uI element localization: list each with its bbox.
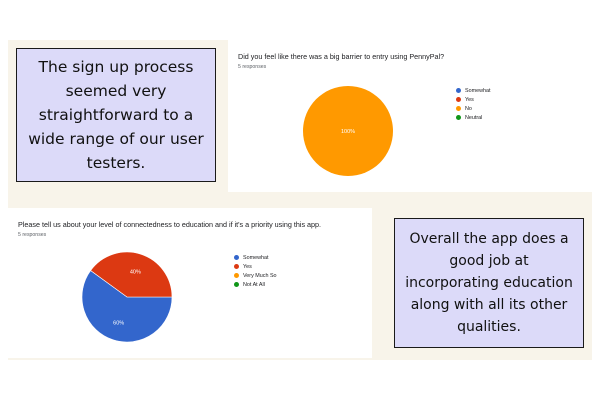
chart2-legend-item: Yes bbox=[234, 262, 277, 271]
survey-card-education bbox=[8, 208, 372, 358]
chart1-subtitle: 5 responses bbox=[238, 64, 267, 70]
chart2-legend-item: Not At All bbox=[234, 280, 277, 289]
chart1-pie: 100% bbox=[303, 86, 393, 176]
chart2-legend-item: Very Much So bbox=[234, 271, 277, 280]
chart2-title: Please tell us about your level of conne… bbox=[18, 220, 322, 229]
note-signup-text: The sign up process seemed very straight… bbox=[28, 58, 204, 172]
chart2-legend-label: Yes bbox=[243, 263, 252, 270]
chart1-legend-swatch bbox=[456, 106, 461, 111]
chart1-legend-item: Yes bbox=[456, 95, 490, 104]
chart2-legend-swatch bbox=[234, 255, 239, 260]
chart2-legend-label: Somewhat bbox=[243, 254, 269, 261]
chart1-slice-label: 100% bbox=[341, 129, 355, 135]
chart2-slice-yes bbox=[90, 251, 173, 298]
survey-card-barrier bbox=[228, 40, 592, 192]
chart2-legend-label: Very Much So bbox=[243, 272, 277, 279]
chart2-legend-swatch bbox=[234, 264, 239, 269]
chart1-legend-label: No bbox=[465, 105, 472, 112]
note-signup-process: The sign up process seemed very straight… bbox=[16, 48, 216, 182]
chart2-legend-swatch bbox=[234, 282, 239, 287]
chart1-legend-item: Somewhat bbox=[456, 86, 490, 95]
chart2-legend-item: Somewhat bbox=[234, 253, 277, 262]
chart1-legend-item: No bbox=[456, 104, 490, 113]
chart2-slice-label: 60% bbox=[113, 321, 124, 327]
chart2-slice-somewhat bbox=[81, 270, 173, 343]
chart1-legend-label: Neutral bbox=[465, 114, 483, 121]
chart2-legend-label: Not At All bbox=[243, 281, 265, 288]
chart2-legend: Somewhat Yes Very Much So Not At All bbox=[234, 253, 277, 289]
chart1-legend-item: Neutral bbox=[456, 113, 490, 122]
note-education: Overall the app does a good job at incor… bbox=[394, 218, 584, 348]
chart2-subtitle: 5 responses bbox=[18, 232, 47, 238]
chart1-slice-no bbox=[303, 86, 393, 176]
chart1-legend: Somewhat Yes No Neutral bbox=[456, 86, 490, 122]
chart2-legend-swatch bbox=[234, 273, 239, 278]
chart2-pie: 60% 40% bbox=[81, 251, 173, 343]
chart1-legend-label: Yes bbox=[465, 96, 474, 103]
chart2-slice-label: 40% bbox=[130, 269, 141, 275]
chart1-legend-swatch bbox=[456, 115, 461, 120]
note-education-text: Overall the app does a good job at incor… bbox=[405, 231, 573, 335]
chart1-title: Did you feel like there was a big barrie… bbox=[238, 52, 445, 61]
chart1-legend-label: Somewhat bbox=[465, 87, 491, 94]
chart1-legend-swatch bbox=[456, 88, 461, 93]
chart1-legend-swatch bbox=[456, 97, 461, 102]
